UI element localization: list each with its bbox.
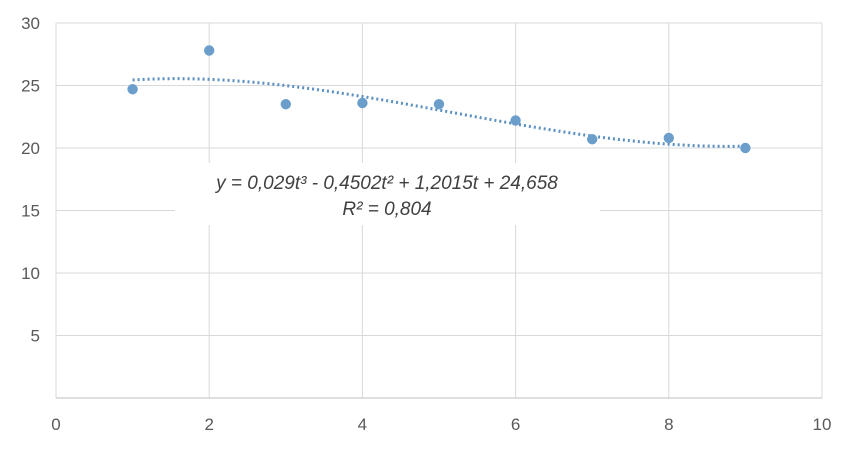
data-point <box>587 134 598 145</box>
tick-labels: 5 10 15 20 25 30 0 2 4 6 8 10 <box>21 14 831 434</box>
equation-annotation: y = 0,029t³ - 0,4502t² + 1,2015t + 24,65… <box>175 163 600 225</box>
data-point <box>663 132 674 144</box>
x-tick-label: 4 <box>358 415 367 434</box>
x-tick-label: 2 <box>204 415 213 434</box>
trendline-equation: y = 0,029t³ - 0,4502t² + 1,2015t + 24,65… <box>214 173 558 194</box>
data-point <box>510 115 521 126</box>
y-tick-label: 25 <box>21 77 40 96</box>
data-point <box>280 99 291 110</box>
y-tick-label: 15 <box>21 202 40 221</box>
trendline-path <box>132 77 746 148</box>
data-points <box>127 45 751 154</box>
equation-background <box>175 163 600 225</box>
trendline <box>132 77 746 148</box>
y-tick-label: 20 <box>21 139 40 158</box>
x-tick-label: 10 <box>813 415 832 434</box>
x-tick-label: 6 <box>511 415 520 434</box>
y-tick-label: 5 <box>31 327 40 346</box>
data-point <box>204 45 215 56</box>
x-tick-label: 8 <box>664 415 673 434</box>
data-point <box>433 99 445 110</box>
y-tick-label: 10 <box>21 264 40 283</box>
data-point <box>357 97 368 109</box>
data-point <box>740 142 751 154</box>
r-squared-label: R² = 0,804 <box>342 199 431 220</box>
x-tick-label: 0 <box>51 415 60 434</box>
y-tick-label: 30 <box>21 14 40 33</box>
data-point <box>127 84 138 95</box>
